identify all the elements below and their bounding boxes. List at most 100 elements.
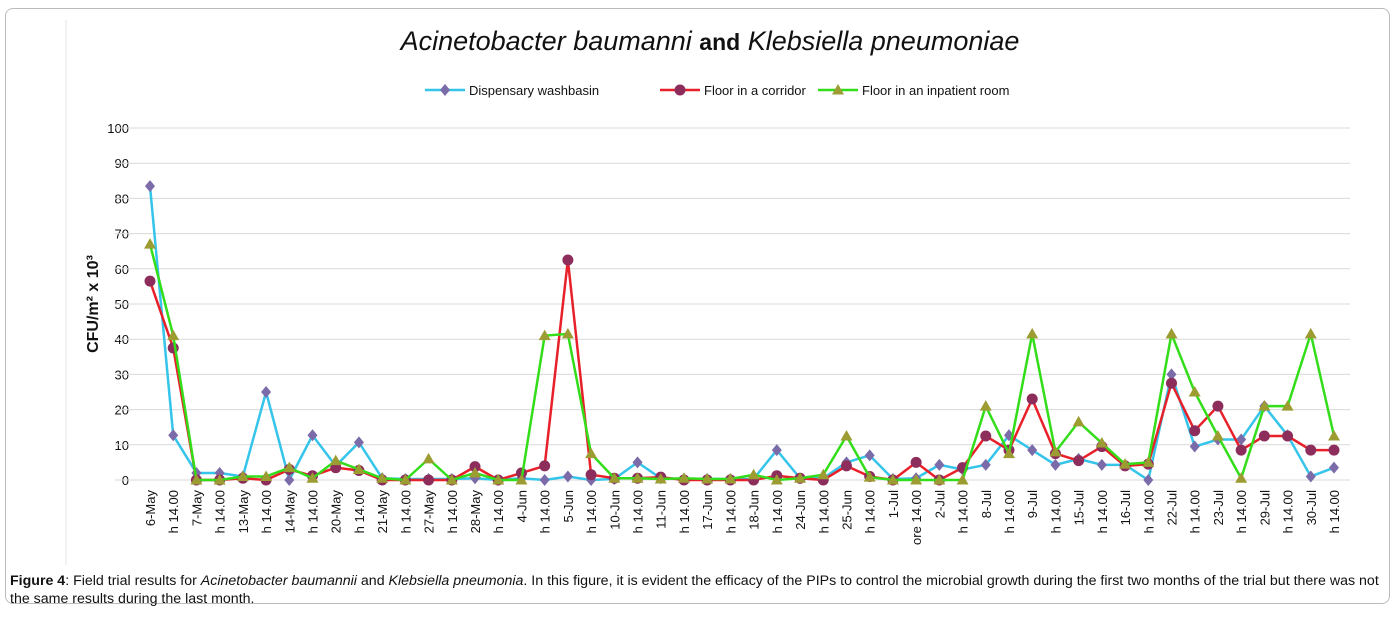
x-tick-label: h 14.00	[584, 490, 599, 533]
data-point	[306, 472, 319, 483]
data-point	[1096, 458, 1107, 471]
caption-text: . In this figure, it is evident the effi…	[10, 573, 1379, 607]
data-point	[701, 472, 714, 484]
x-tick-label: h 14.00	[166, 490, 181, 533]
x-tick-label: h 14.00	[352, 490, 367, 533]
chart-title: Acinetobacter baumanni and Klebsiella pn…	[399, 26, 1020, 56]
data-point	[260, 470, 273, 481]
data-point	[1050, 458, 1061, 471]
data-point	[817, 468, 830, 480]
data-point	[1235, 472, 1248, 483]
x-tick-label: h 14.00	[306, 490, 321, 533]
data-point	[469, 466, 482, 478]
x-tick-label: 21-May	[375, 490, 390, 534]
data-point	[979, 400, 992, 411]
x-tick-label: h 14.00	[1234, 490, 1249, 533]
data-point	[145, 180, 155, 193]
data-point	[933, 474, 946, 485]
caption-text: and	[356, 573, 389, 589]
title-part: Klebsiella pneumoniae	[748, 26, 1020, 56]
data-point	[1119, 458, 1132, 469]
data-point	[747, 468, 760, 480]
data-point	[284, 474, 295, 486]
x-tick-label: 16-Jul	[1118, 490, 1133, 526]
x-tick-label: 2-Jul	[932, 490, 947, 518]
data-point	[934, 458, 945, 471]
x-tick-label: 30-Jul	[1304, 490, 1319, 526]
x-tick-label: 4-Jun	[514, 490, 529, 523]
data-point	[956, 474, 969, 485]
data-point	[840, 430, 853, 441]
x-tick-label: 25-Jun	[839, 490, 854, 530]
data-point	[538, 329, 551, 341]
data-point	[771, 444, 782, 457]
x-tick-label: h 14.00	[491, 490, 506, 533]
data-point	[1211, 430, 1224, 441]
series-line	[148, 259, 1334, 482]
data-point	[353, 436, 364, 449]
x-tick-label: 17-Jun	[700, 490, 715, 530]
x-tick-label: h 14.00	[1327, 490, 1342, 533]
data-point	[1142, 456, 1155, 467]
x-tick-label: 29-Jul	[1257, 490, 1272, 526]
frame	[5, 8, 1390, 604]
data-point	[307, 429, 318, 442]
caption-text: Klebsiella pneumonia	[388, 573, 524, 589]
data-point	[283, 461, 296, 473]
x-tick-label: 28-May	[468, 490, 483, 534]
data-point	[1304, 327, 1317, 339]
x-tick-label: h 14.00	[398, 490, 413, 533]
legend-label: Floor in an inpatient room	[862, 83, 1009, 98]
data-point	[1305, 470, 1316, 483]
x-tick-label: h 14.00	[538, 490, 553, 533]
data-point	[608, 472, 621, 483]
data-point	[561, 327, 574, 339]
data-point	[585, 447, 598, 459]
data-point	[445, 474, 458, 485]
x-tick-label: h 14.00	[956, 490, 971, 533]
series-line	[148, 243, 1336, 482]
legend-marker	[440, 84, 450, 96]
data-point	[840, 460, 852, 472]
data-point	[864, 449, 875, 462]
data-point	[1165, 327, 1178, 339]
x-tick-label: 7-May	[189, 490, 204, 527]
x-tick-label: 1-Jul	[886, 490, 901, 518]
x-tick-label: h 14.00	[677, 490, 692, 533]
data-point	[261, 386, 272, 398]
data-point	[585, 469, 597, 481]
data-point	[492, 474, 505, 485]
data-point	[631, 472, 644, 483]
x-tick-label: 9-Jul	[1025, 490, 1040, 518]
x-tick-label: h 14.00	[1141, 490, 1156, 533]
data-point	[376, 472, 389, 483]
data-point	[1258, 430, 1270, 442]
data-point	[423, 474, 435, 486]
x-tick-label: h 14.00	[816, 490, 831, 533]
data-point	[352, 463, 365, 474]
x-tick-label: 8-Jul	[979, 490, 994, 518]
x-tick-label: h 14.00	[770, 490, 785, 533]
data-point	[1072, 415, 1085, 427]
data-point	[677, 472, 690, 483]
x-tick-label: h 14.00	[863, 490, 878, 533]
x-tick-label: 18-Jun	[747, 490, 762, 530]
data-point	[1258, 400, 1271, 411]
data-point	[539, 460, 551, 472]
y-axis-label: CFU/m² x 10³	[85, 255, 102, 353]
x-tick-label: h 14.00	[213, 490, 228, 533]
data-point	[724, 472, 737, 484]
data-point	[167, 329, 180, 341]
data-point	[910, 474, 923, 485]
x-tick-label: h 14.00	[1188, 490, 1203, 533]
data-point	[1236, 433, 1247, 446]
data-point	[1328, 444, 1340, 456]
data-point	[1189, 440, 1200, 453]
x-tick-label: h 14.00	[1095, 490, 1110, 533]
data-point	[1281, 400, 1294, 411]
data-point	[190, 474, 203, 485]
data-point	[863, 471, 876, 482]
x-tick-label: 27-May	[422, 490, 437, 534]
legend-marker	[832, 84, 844, 95]
